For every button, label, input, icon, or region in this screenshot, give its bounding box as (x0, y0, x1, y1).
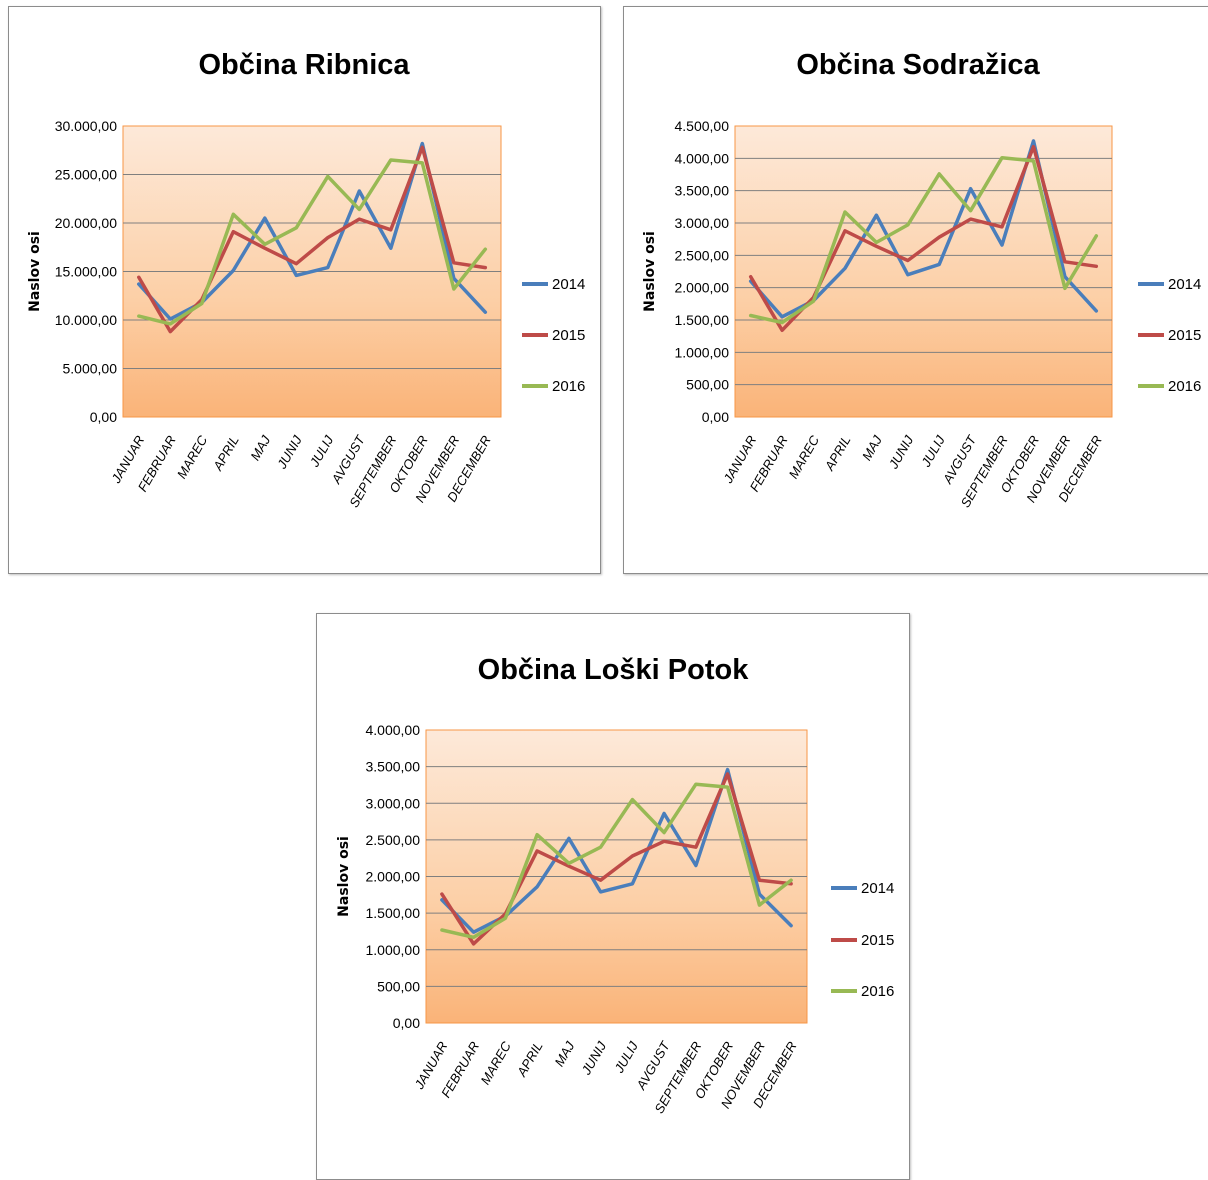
chart-title: Občina Ribnica (198, 49, 410, 81)
legend-label-2014: 2014 (1168, 276, 1201, 293)
chart-title: Občina Sodražica (796, 49, 1040, 81)
y-tick-label: 1.500,00 (675, 312, 730, 328)
y-tick-label: 2.500,00 (366, 832, 421, 848)
x-tick-label: MAREC (786, 432, 823, 481)
chart-ribnica: Občina Ribnica 0,00 5.000,00 10.000,00 15.00… (8, 6, 601, 574)
legend-label-2016: 2016 (861, 983, 894, 1000)
legend-label-2016: 2016 (1168, 378, 1201, 395)
x-tick-label: JULIJ (611, 1039, 641, 1077)
x-tick-label: MAJ (247, 433, 273, 463)
y-tick-label: 2.000,00 (366, 869, 421, 885)
legend-label-2016: 2016 (552, 378, 585, 395)
x-tick-label: MAREC (174, 432, 211, 481)
x-tick-label: APRIL (821, 433, 853, 474)
y-tick-label: 25.000,00 (55, 167, 117, 183)
legend-label-2014: 2014 (861, 880, 894, 897)
y-tick-label: 0,00 (90, 409, 117, 425)
y-tick-label: 3.000,00 (675, 215, 730, 231)
legend-label-2015: 2015 (552, 327, 585, 344)
y-tick-label: 20.000,00 (55, 215, 117, 231)
x-tick-label: JUNIJ (578, 1039, 609, 1078)
y-tick-label: 2.000,00 (675, 280, 730, 296)
y-tick-label: 4.000,00 (366, 722, 421, 738)
y-tick-label: 3.000,00 (366, 795, 421, 811)
x-tick-label: JUNIJ (885, 433, 916, 472)
chart-loski-potok-svg: Občina Loški Potok 0,00 500,00 1.000,00 1.50… (336, 654, 894, 1116)
y-tick-label: 1.000,00 (366, 942, 421, 958)
y-tick-label: 30.000,00 (55, 118, 117, 134)
y-tick-label: 15.000,00 (55, 264, 117, 280)
chart-title: Občina Loški Potok (478, 654, 750, 686)
y-tick-label: 3.500,00 (675, 183, 730, 199)
x-tick-label: MAJ (551, 1039, 577, 1069)
y-axis-label: Naslov osi (27, 231, 43, 312)
y-tick-label: 5.000,00 (63, 361, 118, 377)
x-tick-label: MAREC (478, 1038, 515, 1087)
y-tick-label: 4.000,00 (675, 150, 730, 166)
x-tick-label: JULIJ (918, 433, 948, 471)
y-tick-label: 2.500,00 (675, 247, 730, 263)
y-tick-label: 3.500,00 (366, 759, 421, 775)
y-axis-label: Naslov osi (336, 836, 352, 917)
series-line-2015 (440, 772, 793, 946)
x-tick-label: JULIJ (306, 433, 336, 471)
y-tick-label: 10.000,00 (55, 312, 117, 328)
chart-ribnica-svg: Občina Ribnica 0,00 5.000,00 10.000,00 15.00… (27, 49, 585, 510)
y-tick-label: 4.500,00 (675, 118, 730, 134)
series-line-2016 (137, 158, 488, 326)
x-tick-label: JUNIJ (274, 433, 305, 472)
y-tick-label: 0,00 (702, 409, 729, 425)
chart-sodrazica-svg: Občina Sodražica 0,00 500,00 1.000,00 1.500,… (642, 49, 1201, 510)
y-tick-label: 500,00 (686, 377, 729, 393)
legend-label-2015: 2015 (1168, 327, 1201, 344)
y-axis-label: Naslov osi (642, 231, 658, 312)
legend-label-2014: 2014 (552, 276, 585, 293)
x-tick-label: APRIL (513, 1039, 545, 1080)
y-tick-label: 1.500,00 (366, 905, 421, 921)
x-tick-label: MAJ (859, 433, 885, 463)
plot-area (734, 125, 1113, 418)
y-tick-label: 1.000,00 (675, 344, 730, 360)
chart-loski-potok: Občina Loški Potok 0,00 500,00 1.000,00 1.50… (316, 613, 910, 1180)
chart-sodrazica: Občina Sodražica 0,00 500,00 1.000,00 1.500,… (623, 6, 1208, 574)
legend-label-2015: 2015 (861, 932, 894, 949)
series-line-2016 (440, 782, 793, 940)
x-tick-label: APRIL (210, 433, 242, 474)
y-tick-label: 500,00 (377, 978, 420, 994)
y-tick-label: 0,00 (393, 1015, 420, 1031)
series-line-2016 (748, 155, 1099, 325)
